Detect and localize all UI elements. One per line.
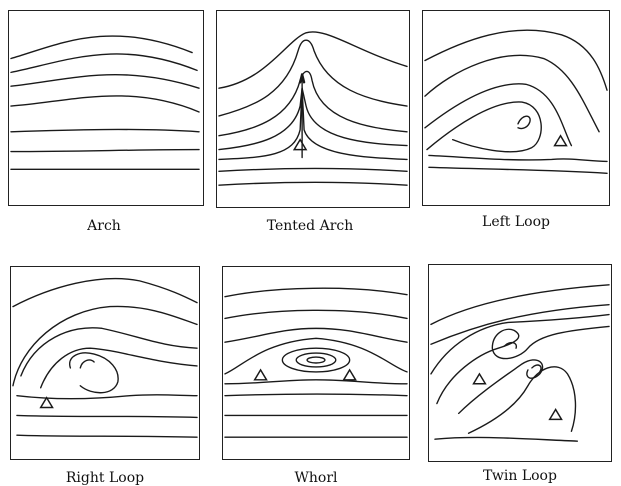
right-loop-ridge-lines	[12, 277, 198, 438]
right-loop-caption: Right Loop	[65, 470, 145, 486]
left-loop-panel	[422, 10, 610, 206]
tented-arch-caption: Tented Arch	[266, 218, 354, 234]
arch-caption: Arch	[87, 218, 121, 234]
twin-loop-panel	[428, 264, 612, 462]
left-loop-ridge-lines	[424, 29, 608, 174]
delta-icon	[253, 368, 357, 381]
twin-loop-caption: Twin Loop	[483, 468, 557, 484]
arch-panel	[8, 10, 204, 206]
whorl-ridge-lines	[224, 287, 408, 438]
right-loop-panel	[10, 266, 200, 460]
delta-icon	[39, 396, 54, 409]
tented-arch-panel	[216, 10, 410, 208]
delta-icon	[472, 372, 563, 421]
twin-loop-ridge-lines	[430, 284, 610, 442]
left-loop-caption: Left Loop	[482, 214, 550, 230]
whorl-panel	[222, 266, 410, 460]
delta-icon	[553, 134, 568, 147]
arch-ridge-lines	[10, 35, 200, 171]
tented-arch-ridge-lines	[218, 31, 408, 186]
delta-icon	[292, 138, 308, 151]
whorl-caption: Whorl	[294, 470, 338, 486]
